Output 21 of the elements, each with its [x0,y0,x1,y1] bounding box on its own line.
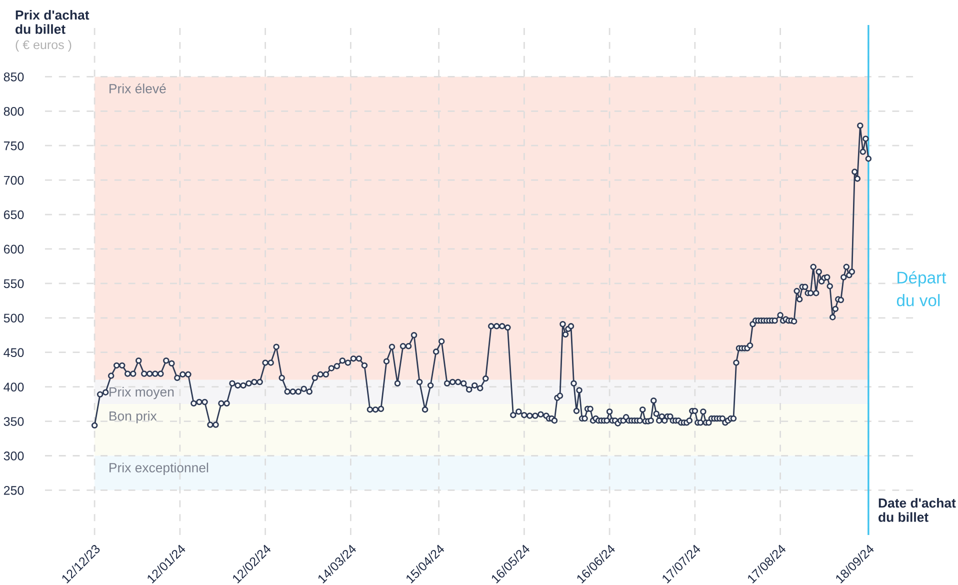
text: ( € euros ) [16,40,72,52]
ref-line-label: Départ du vol [896,271,946,306]
y-tick-label: 800 [4,106,24,116]
y-tick-label: 400 [4,382,24,392]
y-tick-label: 650 [4,210,24,220]
band-label: Prix moyen [110,386,174,400]
y-tick-label: 750 [4,141,24,150]
y-axis-title: Prix d'achat du billet [16,10,90,34]
y-tick-label: 250 [4,486,24,495]
x-axis-title: Date d'achat du billet [878,498,956,522]
y-tick-label: 550 [4,279,24,288]
y-tick-label: 450 [4,348,24,358]
y-tick-label: 700 [4,176,24,185]
y-tick-label: 350 [4,417,24,426]
y-tick-label: 500 [4,314,24,323]
y-tick-label: 600 [4,244,24,254]
band-label: Prix exceptionnel [110,462,208,475]
y-tick-label: 850 [4,72,24,82]
y-tick-label: 300 [4,452,24,460]
band-label: Prix élevé [110,83,166,94]
band-label: Bon prix [110,411,157,424]
